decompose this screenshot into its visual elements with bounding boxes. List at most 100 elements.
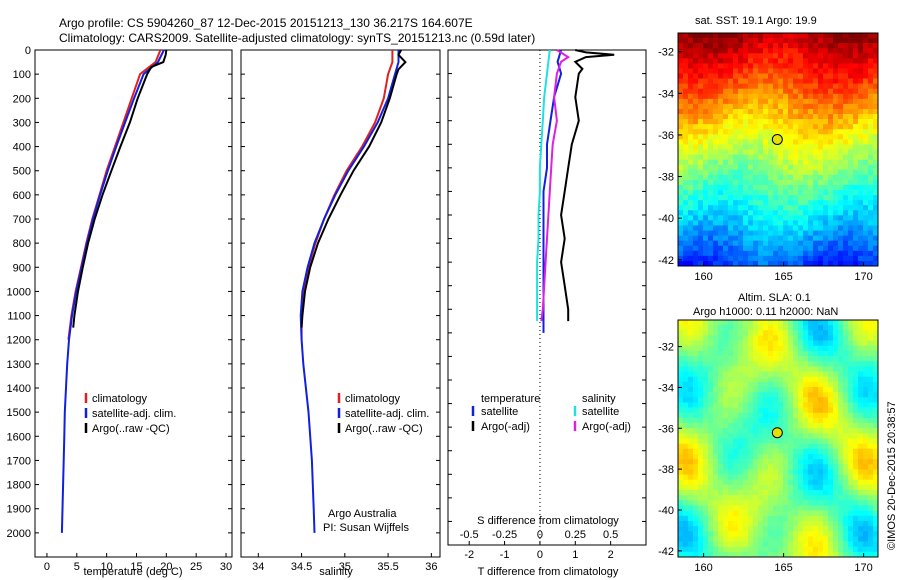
map-cell bbox=[823, 195, 829, 201]
map-cell bbox=[808, 361, 814, 367]
map-cell bbox=[748, 78, 754, 84]
map-cell bbox=[713, 520, 719, 527]
map-cell bbox=[768, 190, 774, 196]
map-cell bbox=[793, 541, 799, 547]
map-cell bbox=[863, 164, 869, 171]
argo-position-marker bbox=[771, 133, 783, 145]
map-cell bbox=[773, 58, 779, 64]
map-cell bbox=[828, 220, 834, 226]
map-cell bbox=[873, 484, 879, 491]
map-cell bbox=[773, 78, 779, 84]
map-cell bbox=[783, 139, 789, 145]
map-cell bbox=[868, 490, 874, 496]
map-cell bbox=[678, 412, 684, 419]
map-cell bbox=[853, 114, 859, 120]
map-cell bbox=[868, 541, 874, 547]
map-cell bbox=[848, 78, 854, 84]
figure-title-line2: Climatology: CARS2009. Satellite-adjuste… bbox=[59, 31, 536, 45]
map-cell bbox=[753, 469, 759, 475]
map-cell bbox=[723, 48, 729, 54]
map-cell bbox=[753, 361, 759, 367]
map-cell bbox=[758, 402, 764, 408]
map-cell bbox=[753, 88, 759, 95]
map-cell bbox=[818, 376, 824, 383]
map-cell bbox=[693, 469, 699, 475]
map-cell bbox=[698, 63, 704, 69]
map-cell bbox=[858, 83, 864, 90]
map-cell bbox=[703, 495, 709, 501]
map-cell bbox=[698, 510, 704, 517]
map-cell bbox=[758, 438, 764, 444]
map-cell bbox=[753, 551, 759, 558]
map-cell bbox=[823, 479, 829, 486]
map-cell bbox=[718, 464, 724, 470]
map-cell bbox=[708, 356, 714, 362]
map-cell bbox=[728, 200, 734, 206]
map-cell bbox=[828, 48, 834, 54]
map-cell bbox=[818, 245, 824, 252]
map-cell bbox=[808, 174, 814, 181]
map-cell bbox=[783, 505, 789, 511]
map-cell bbox=[803, 179, 809, 186]
map-cell bbox=[818, 546, 824, 553]
map-cell bbox=[803, 225, 809, 231]
map-cell bbox=[823, 464, 829, 470]
map-cell bbox=[823, 350, 829, 357]
map-cell bbox=[828, 386, 834, 393]
map-cell bbox=[738, 371, 744, 377]
map-cell bbox=[728, 515, 734, 522]
map-cell bbox=[708, 215, 714, 221]
map-cell bbox=[743, 169, 749, 176]
x-tick-label: 0 bbox=[537, 549, 543, 561]
map-cell bbox=[708, 230, 714, 236]
map-cell bbox=[773, 83, 779, 90]
map-cell bbox=[868, 149, 874, 155]
map-cell bbox=[773, 320, 779, 326]
map-cell bbox=[778, 200, 784, 206]
map-cell bbox=[713, 402, 719, 408]
map-cell bbox=[858, 417, 864, 424]
map-cell bbox=[768, 428, 774, 434]
map-cell bbox=[838, 325, 844, 331]
map-cell bbox=[853, 200, 859, 206]
map-cell bbox=[748, 48, 754, 54]
map-cell bbox=[708, 210, 714, 216]
map-cell bbox=[813, 215, 819, 221]
map-cell bbox=[758, 260, 764, 267]
map-cell bbox=[743, 453, 749, 460]
map-cell bbox=[728, 531, 734, 537]
map-cell bbox=[768, 381, 774, 388]
map-cell bbox=[863, 159, 869, 165]
map-cell bbox=[863, 33, 869, 39]
map-cell bbox=[718, 103, 724, 110]
map-cell bbox=[808, 38, 814, 44]
map-cell bbox=[818, 88, 824, 95]
map-cell bbox=[733, 484, 739, 491]
map-cell bbox=[868, 361, 874, 367]
map-cell bbox=[793, 205, 799, 211]
map-cell bbox=[713, 479, 719, 486]
map-cell bbox=[823, 179, 829, 186]
map-cell bbox=[763, 48, 769, 54]
map-cell bbox=[748, 366, 754, 372]
map-cell bbox=[738, 58, 744, 64]
map-cell bbox=[733, 356, 739, 362]
map-cell bbox=[803, 356, 809, 362]
map-cell bbox=[848, 149, 854, 155]
salinity-legend: climatology satellite-adj. clim. Argo(..… bbox=[337, 393, 429, 435]
map-cell bbox=[693, 129, 699, 135]
map-cell bbox=[828, 515, 834, 522]
map-cell bbox=[813, 235, 819, 241]
map-cell bbox=[868, 320, 874, 326]
map-cell bbox=[873, 335, 879, 341]
map-cell bbox=[873, 407, 879, 414]
map-cell bbox=[688, 325, 694, 331]
map-cell bbox=[783, 43, 789, 49]
map-cell bbox=[858, 448, 864, 455]
map-cell bbox=[863, 255, 869, 262]
map-cell bbox=[743, 220, 749, 226]
map-cell bbox=[833, 433, 839, 439]
map-cell bbox=[833, 536, 839, 542]
map-cell bbox=[758, 159, 764, 165]
map-cell bbox=[718, 184, 724, 191]
